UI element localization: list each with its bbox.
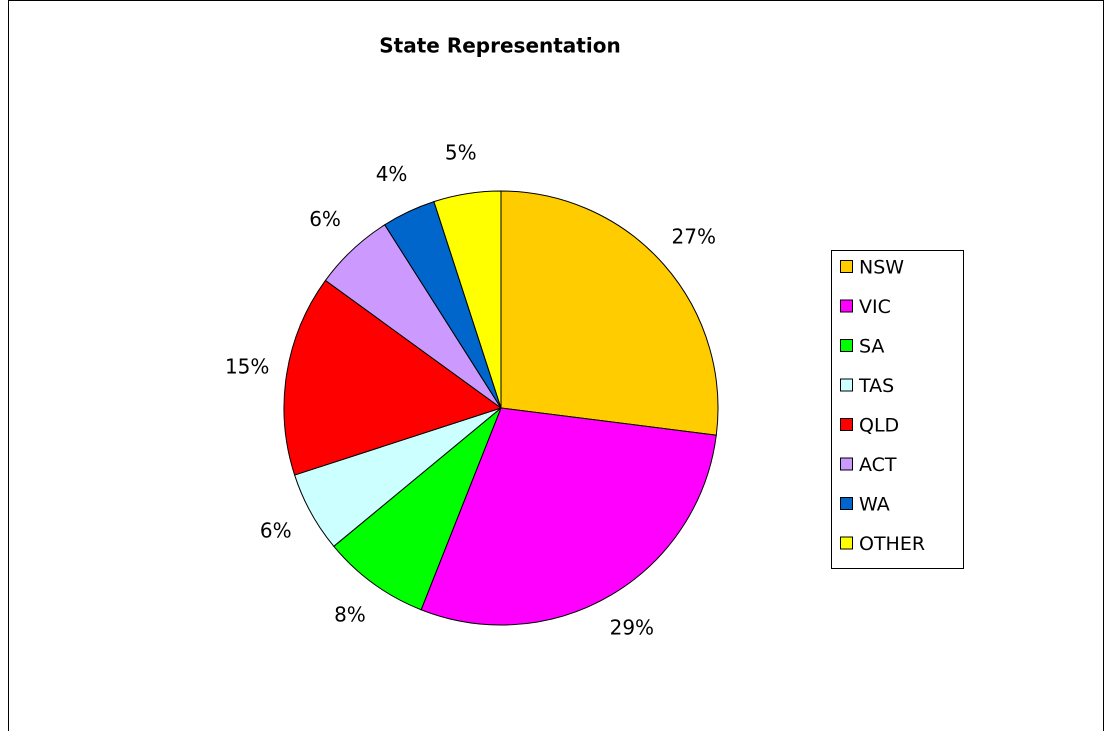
- legend-label: WA: [859, 494, 890, 516]
- legend-box: [831, 250, 964, 569]
- legend-label: ACT: [859, 454, 897, 476]
- legend-swatch: [840, 418, 853, 431]
- pie-slice: [420, 407, 717, 626]
- data-label: 8%: [334, 602, 366, 626]
- legend-label: QLD: [859, 415, 899, 437]
- data-label: 6%: [309, 207, 341, 231]
- legend-swatch: [840, 497, 853, 510]
- legend-swatch: [840, 299, 853, 313]
- pie-slice: [283, 279, 503, 476]
- pie-slice: [333, 407, 502, 611]
- pie-slice: [433, 190, 502, 409]
- legend-swatch: [840, 457, 853, 471]
- data-label: 27%: [672, 225, 716, 249]
- data-label: 15%: [225, 354, 269, 378]
- data-label: 4%: [376, 162, 408, 186]
- legend-label: VIC: [859, 296, 891, 318]
- legend-swatch: [840, 378, 853, 392]
- chart-title: State Representation: [379, 34, 620, 58]
- legend-label: TAS: [858, 375, 894, 397]
- legend-label: NSW: [859, 257, 904, 279]
- data-label: 29%: [610, 616, 654, 640]
- legend-swatch: [840, 260, 853, 273]
- legend-swatch: [840, 536, 853, 550]
- legend-label: SA: [859, 336, 884, 358]
- legend-label: OTHER: [859, 533, 925, 555]
- pie-slice: [500, 190, 719, 436]
- data-label: 5%: [445, 141, 477, 165]
- legend-swatch: [840, 339, 853, 352]
- data-label: 6%: [260, 518, 292, 542]
